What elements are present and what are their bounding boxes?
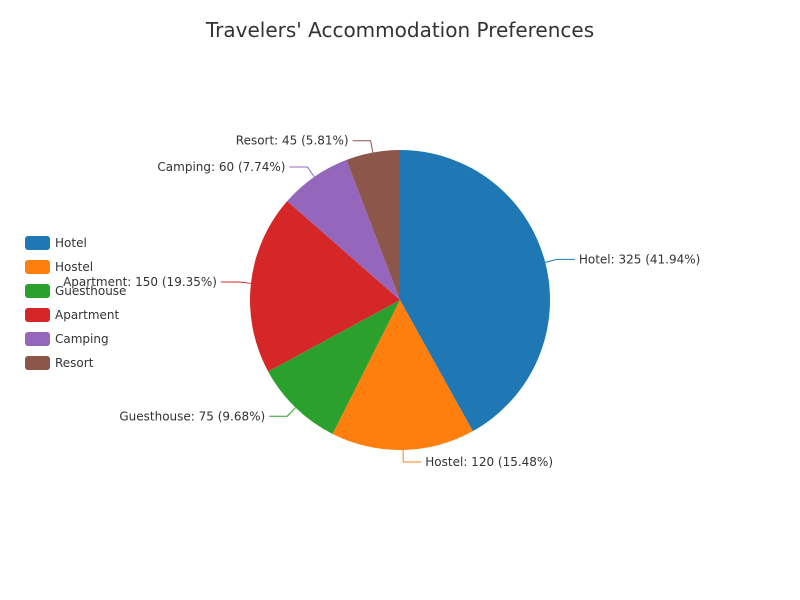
data-label-guesthouse: Guesthouse: 75 (9.68%) — [119, 409, 265, 423]
legend-swatch — [25, 260, 50, 274]
pie-slice-hostel[interactable] — [332, 300, 473, 450]
legend-label: Apartment — [55, 308, 120, 322]
legend-label: Guesthouse — [55, 284, 127, 298]
legend-item-hotel[interactable]: Hotel — [25, 231, 126, 255]
legend-item-guesthouse[interactable]: Guesthouse — [25, 279, 126, 303]
leader-line-hostel — [402, 449, 422, 463]
legend-swatch — [25, 284, 50, 298]
leader-line-hotel — [545, 258, 575, 263]
legend-swatch — [25, 356, 50, 370]
data-label-apartment: Apartment: 150 (19.35%) — [63, 275, 217, 289]
pie-slice-apartment[interactable] — [249, 201, 400, 372]
leader-line-camping — [289, 166, 315, 178]
legend-label: Hotel — [55, 236, 87, 250]
legend: Hotel Hostel Guesthouse Apartment Camping Res… — [25, 231, 126, 375]
data-label-hostel: Hostel: 120 (15.48%) — [425, 455, 553, 469]
pie-slice-resort[interactable] — [346, 150, 400, 300]
leader-line-apartment — [221, 281, 251, 284]
legend-swatch — [25, 332, 50, 346]
data-label-hotel: Hotel: 325 (41.94%) — [579, 252, 700, 266]
legend-label: Hostel — [55, 260, 94, 274]
chart-title: Travelers' Accommodation Preferences — [205, 18, 595, 42]
legend-item-apartment[interactable]: Apartment — [25, 303, 126, 327]
data-label-camping: Camping: 60 (7.74%) — [157, 160, 285, 174]
legend-label: Camping — [55, 332, 109, 346]
data-label-resort: Resort: 45 (5.81%) — [236, 134, 349, 148]
legend-item-camping[interactable]: Camping — [25, 327, 126, 351]
leader-line-guesthouse — [269, 407, 296, 417]
pie-slice-hotel[interactable] — [400, 150, 550, 432]
pie-slice-guesthouse[interactable] — [268, 300, 400, 434]
pie-slice-camping[interactable] — [287, 159, 400, 300]
legend-item-hostel[interactable]: Hostel — [25, 255, 126, 279]
legend-item-resort[interactable]: Resort — [25, 351, 126, 375]
legend-swatch — [25, 236, 50, 250]
legend-swatch — [25, 308, 50, 322]
leader-line-resort — [352, 140, 374, 153]
legend-label: Resort — [55, 356, 94, 370]
